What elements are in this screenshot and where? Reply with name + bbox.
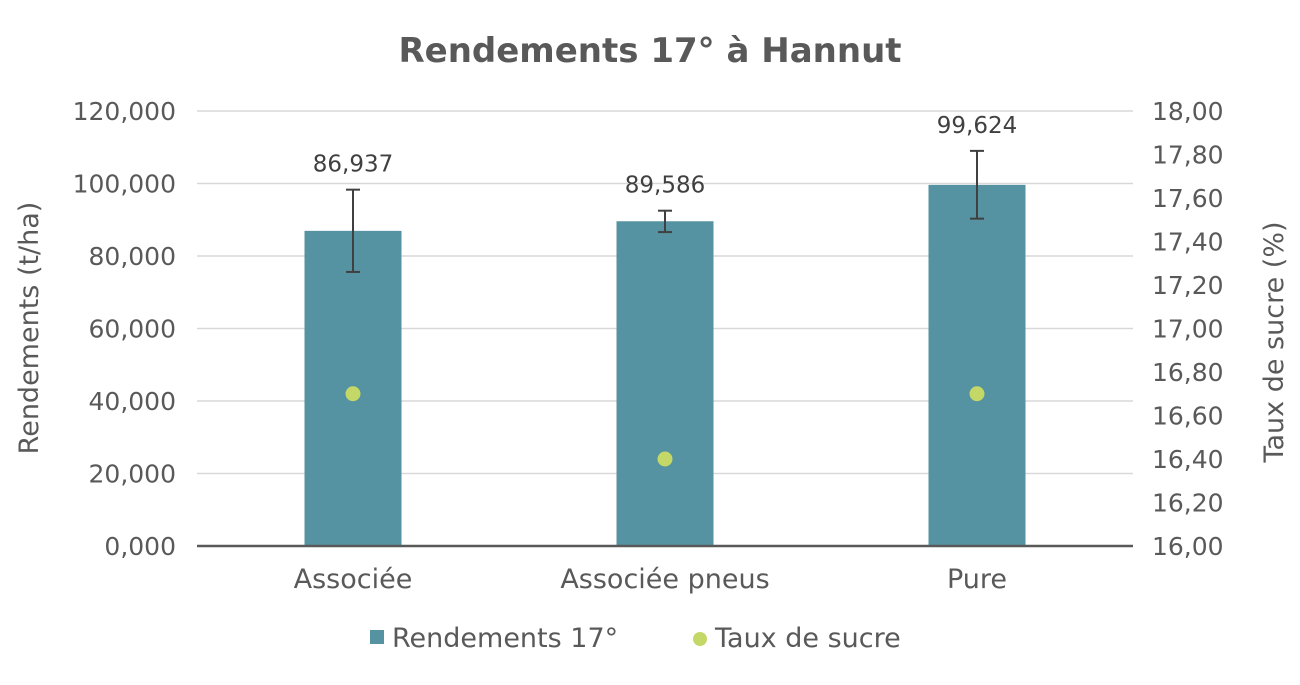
data-label: 89,586 <box>625 173 705 199</box>
left-axis-ticks: 0,000 20,000 40,000 60,000 80,000 100,000 120,… <box>73 97 176 561</box>
point-series <box>345 386 985 467</box>
y-tick-label-left: 100,000 <box>73 170 176 199</box>
sugar-point <box>969 386 985 402</box>
y-tick-label-right: 17,40 <box>1152 228 1224 257</box>
y-tick-label-right: 16,00 <box>1152 532 1224 561</box>
y-tick-label-right: 16,40 <box>1152 445 1224 474</box>
bar <box>928 184 1026 546</box>
legend-swatch-point <box>693 632 707 646</box>
y-tick-label-right: 16,60 <box>1152 402 1224 431</box>
category-labels: Associée Associée pneus Pure <box>294 564 1007 595</box>
sugar-point <box>657 451 673 467</box>
y-tick-label-right: 17,60 <box>1152 184 1224 213</box>
legend-label-bar: Rendements 17° <box>392 623 618 654</box>
data-label: 99,624 <box>937 113 1017 139</box>
y-tick-label-left: 0,000 <box>104 532 176 561</box>
data-labels: 86,937 89,586 99,624 <box>313 113 1017 199</box>
x-category-label: Pure <box>947 564 1007 595</box>
sugar-point <box>345 386 361 402</box>
legend: Rendements 17° Taux de sucre <box>370 623 901 654</box>
bar-series <box>304 184 1026 547</box>
y-tick-label-left: 80,000 <box>89 242 176 271</box>
y-tick-label-right: 17,20 <box>1152 271 1224 300</box>
legend-swatch-bar <box>370 630 384 644</box>
right-axis-ticks: 16,00 16,20 16,40 16,60 16,80 17,00 17,20 17,40… <box>1152 97 1224 561</box>
y-tick-label-left: 120,000 <box>73 97 176 126</box>
y-tick-label-right: 17,80 <box>1152 141 1224 170</box>
error-bars <box>346 149 984 273</box>
y-tick-label-right: 18,00 <box>1152 97 1224 126</box>
data-label: 86,937 <box>313 152 393 178</box>
y-axis-label-right: Taux de sucre (%) <box>1259 221 1290 463</box>
y-tick-label-left: 40,000 <box>89 387 176 416</box>
y-axis-label-left: Rendements (t/ha) <box>14 202 45 455</box>
x-category-label: Associée pneus <box>560 564 769 595</box>
y-tick-label-right: 16,80 <box>1152 358 1224 387</box>
y-tick-label-left: 20,000 <box>89 460 176 489</box>
x-category-label: Associée <box>294 564 413 595</box>
bar <box>616 221 714 547</box>
chart-title: Rendements 17° à Hannut <box>398 31 901 71</box>
legend-label-point: Taux de sucre <box>714 623 901 654</box>
y-tick-label-right: 16,20 <box>1152 489 1224 518</box>
y-tick-label-right: 17,00 <box>1152 315 1224 344</box>
y-tick-label-left: 60,000 <box>89 315 176 344</box>
